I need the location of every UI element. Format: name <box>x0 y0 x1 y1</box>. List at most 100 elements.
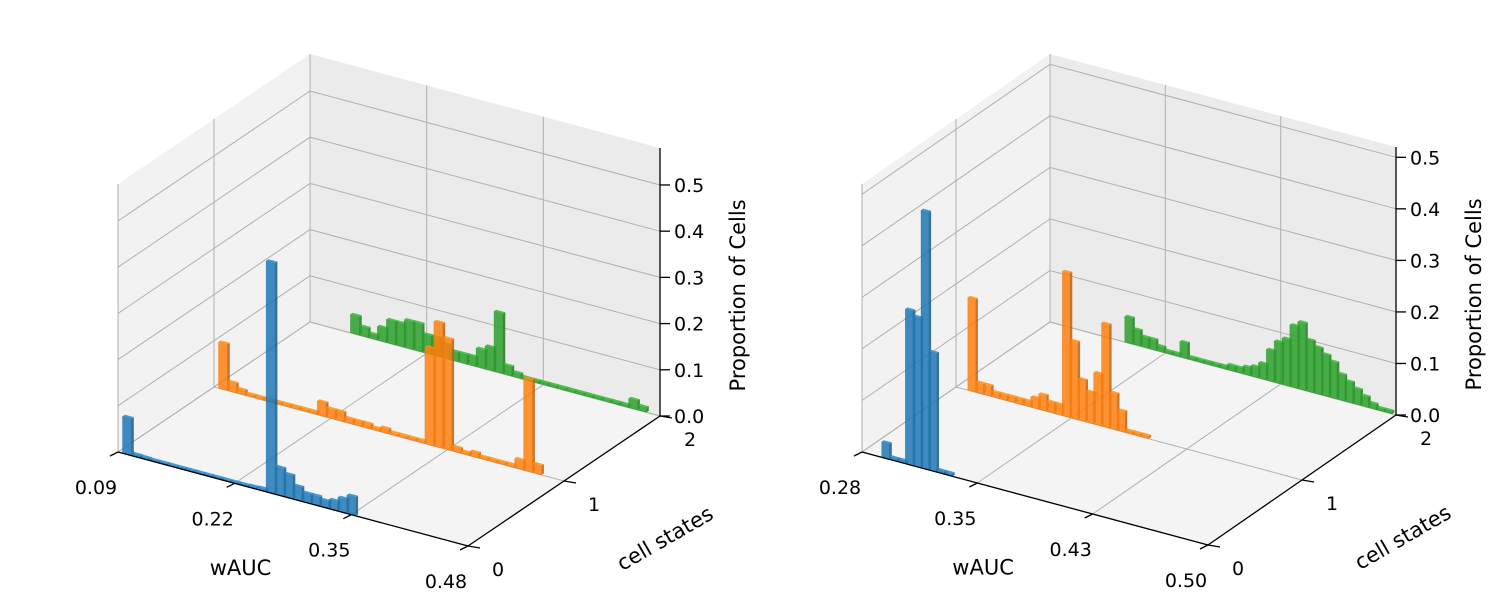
bar-side <box>532 378 535 473</box>
bar-top <box>944 470 955 474</box>
bar-top <box>362 420 374 425</box>
bar-top <box>350 312 362 317</box>
bar-front <box>1321 353 1330 398</box>
bar-front <box>1360 395 1369 408</box>
bar-front <box>350 314 360 336</box>
bar-top <box>1132 430 1144 435</box>
x-axis-label: wAUC <box>952 556 1014 580</box>
bar-top <box>281 401 293 406</box>
z-tick-label: 0.4 <box>674 221 704 243</box>
bar-top <box>1226 362 1238 367</box>
y-tick-label: 1 <box>588 494 600 516</box>
bar-front <box>1085 390 1094 425</box>
bar-front <box>1344 380 1353 404</box>
bar-top <box>337 495 350 500</box>
bar-side <box>646 406 649 413</box>
bar-state2 <box>637 403 649 413</box>
bar-front <box>975 381 984 395</box>
bar-top <box>1164 348 1175 353</box>
bar-top <box>1368 400 1379 405</box>
bar-top <box>601 396 613 401</box>
bar-top <box>889 455 900 459</box>
bar-top <box>637 403 649 408</box>
bar-top <box>905 307 916 312</box>
chart-panel-1: 0.28 0.35 0.43 0.50 0 1 20.0 0.1 0.2 0.3 0.4 0.5 wAU… <box>819 54 1486 592</box>
bar-top <box>469 449 481 454</box>
bar-front <box>1046 400 1055 414</box>
z-axis-label: Proportion of Cells <box>726 199 750 391</box>
bar-front <box>1054 402 1063 416</box>
y-tick <box>1301 479 1315 483</box>
bar-front <box>265 260 276 495</box>
bar-front <box>1062 271 1071 418</box>
bar-front <box>283 473 294 500</box>
y-tick-label: 1 <box>1326 493 1338 515</box>
bar-state2 <box>1384 407 1395 415</box>
bar-top <box>326 406 338 411</box>
bar-top <box>505 461 517 466</box>
bar-top <box>467 353 479 358</box>
bar-top <box>565 386 577 391</box>
bar-top <box>353 418 365 423</box>
bar-state1 <box>967 295 978 393</box>
bar-top <box>458 351 470 355</box>
bar-side <box>1125 410 1128 433</box>
bar-top <box>936 467 947 472</box>
bar-top <box>1313 344 1324 349</box>
bar-top <box>991 389 1002 394</box>
bar-top <box>377 324 389 329</box>
bar-top <box>1085 389 1096 394</box>
bar-top <box>1156 343 1167 348</box>
x-tick-label: 0.43 <box>1050 539 1092 561</box>
bar-state1 <box>442 336 455 452</box>
bar-top <box>1015 396 1026 400</box>
bar-state2 <box>502 363 515 377</box>
bar-top <box>556 384 569 389</box>
bar-top <box>514 456 526 461</box>
bar-top <box>1258 361 1269 365</box>
bar-top <box>1140 432 1151 437</box>
bar-top <box>1030 395 1041 399</box>
bar-top <box>1124 314 1135 319</box>
bar-front <box>928 351 937 473</box>
bar-top <box>1305 337 1316 342</box>
bar-top <box>610 398 622 403</box>
bar-state0 <box>928 349 939 473</box>
z-gridline <box>117 182 661 314</box>
bar-front <box>1132 328 1141 347</box>
bar-front <box>1117 409 1126 433</box>
bar-side <box>889 442 892 460</box>
bar-top <box>1109 390 1120 395</box>
x-tick <box>343 514 352 520</box>
y-tick <box>563 480 577 484</box>
z-tick-label: 0.5 <box>1410 147 1440 169</box>
bar-top <box>1077 377 1088 381</box>
bar-top <box>502 363 515 367</box>
bar-state0 <box>265 259 278 495</box>
bar-top <box>319 497 332 502</box>
x-tick-label: 0.09 <box>75 477 117 499</box>
bar-top <box>122 414 134 419</box>
bar-top <box>478 454 490 459</box>
bar-front <box>433 321 443 449</box>
x-tick <box>226 482 235 488</box>
bar-top <box>881 440 892 444</box>
bar-side <box>541 464 544 475</box>
y-tick <box>467 545 481 549</box>
z-tick-label: 0.1 <box>1410 353 1440 375</box>
bar-top <box>308 408 320 413</box>
bar-top <box>1250 364 1261 368</box>
bar-top <box>1321 352 1332 356</box>
z-tick-label: 0.2 <box>674 314 704 336</box>
bar-top <box>424 345 437 349</box>
bar-top <box>230 479 242 484</box>
bar-front <box>1069 340 1079 420</box>
bar-front <box>1352 387 1361 406</box>
bar-top <box>1376 405 1387 410</box>
bar-side <box>227 342 230 391</box>
bar-front <box>967 297 976 393</box>
bar-front <box>424 346 435 447</box>
y-tick-label: 2 <box>1420 428 1432 450</box>
bar-front <box>404 319 414 350</box>
